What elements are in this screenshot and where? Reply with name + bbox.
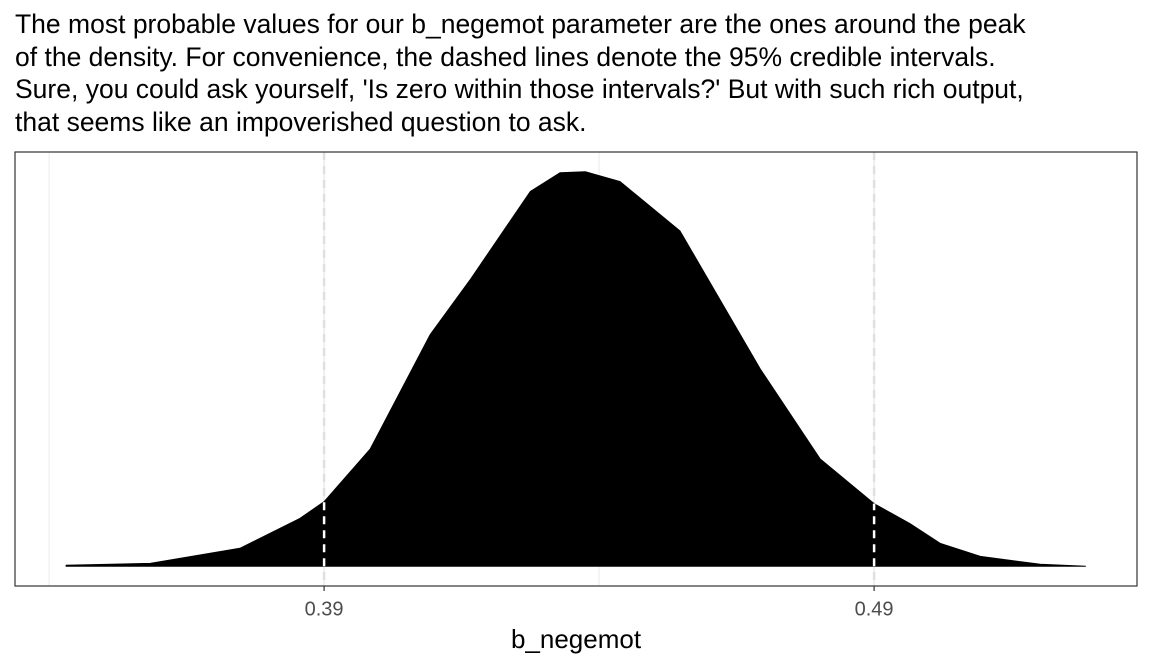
panel-border [14,151,1138,587]
x-tick-label: 0.49 [855,598,894,620]
paragraph-line: that seems like an impoverished question… [15,106,587,137]
paragraph-line: Sure, you could ask yourself, 'Is zero w… [15,74,1024,104]
density-area [65,171,1086,567]
paragraph-line: of the density. For convenience, the das… [15,41,996,72]
x-tick-label: 0.39 [305,598,344,620]
paragraph-line: The most probable values for our b_negem… [15,9,1026,39]
x-axis-label: b_negemot [511,624,642,654]
paragraph: The most probable values for our b_negem… [15,8,1026,138]
